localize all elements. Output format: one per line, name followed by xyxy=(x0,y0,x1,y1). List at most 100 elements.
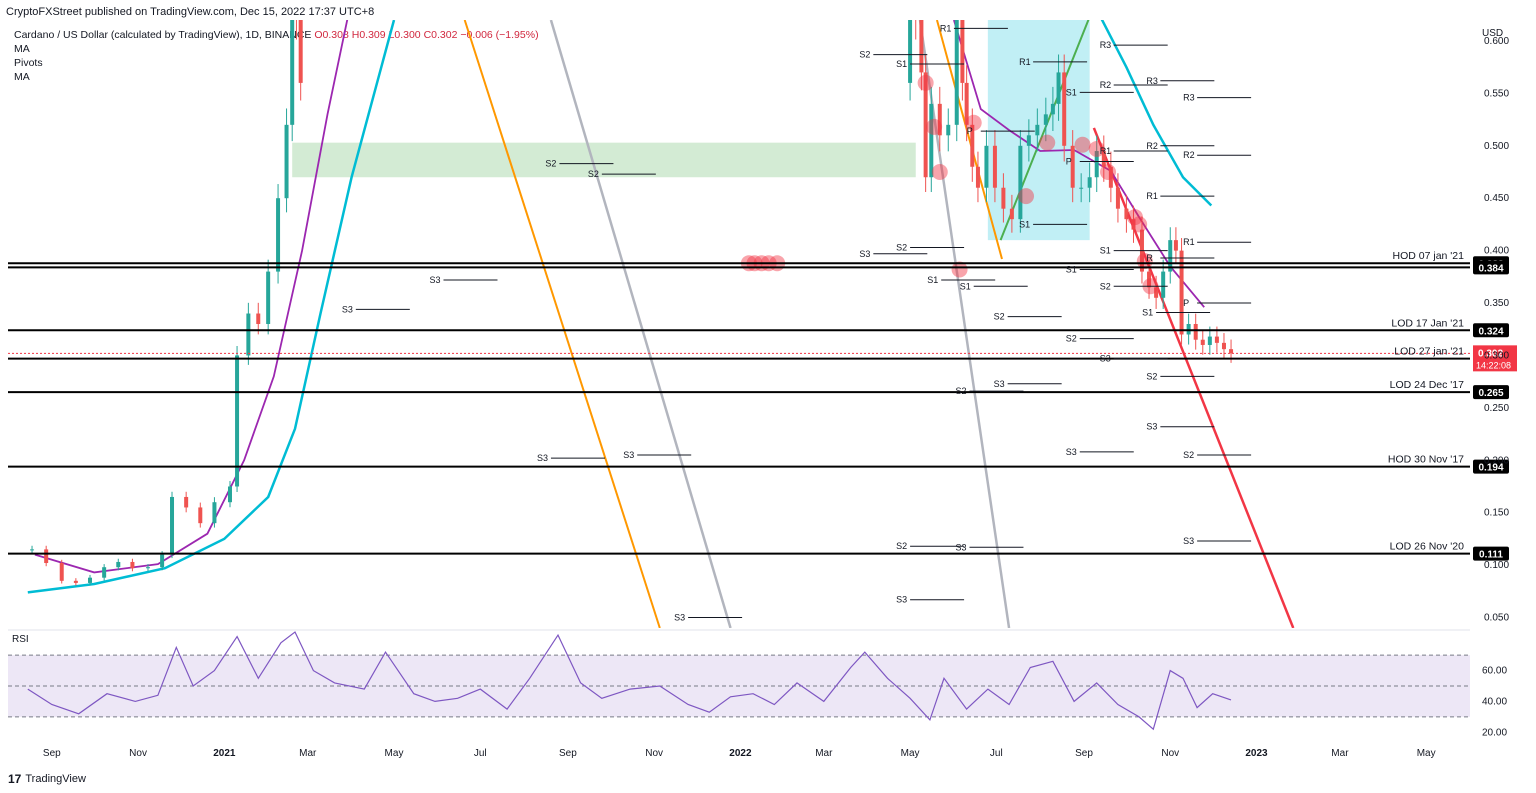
time-axis-tick: 2021 xyxy=(213,748,236,759)
level-label: HOD 07 jan '21 xyxy=(1393,250,1465,262)
legend-change: −0.006 (−1.95%) xyxy=(460,29,539,41)
pivot-label: P xyxy=(1066,157,1072,167)
candle-body xyxy=(1043,114,1048,125)
rsi-axis-tick: 60.00 xyxy=(1482,666,1507,677)
level-price-value: 0.384 xyxy=(1478,263,1503,274)
pivot-label: S2 xyxy=(1066,334,1077,344)
pivot-label: R3 xyxy=(1146,76,1158,86)
candle-body xyxy=(1221,342,1226,350)
level-price-tag-bg xyxy=(1473,459,1509,474)
highlight-marker xyxy=(1131,216,1148,233)
highlight-marker xyxy=(931,164,948,180)
price-axis-tick: 0.550 xyxy=(1484,88,1509,99)
rsi-title: RSI xyxy=(12,634,29,645)
highlight-marker xyxy=(1136,253,1153,270)
candle-body xyxy=(919,20,924,73)
time-axis-tick: 2022 xyxy=(729,748,752,759)
tradingview-brand[interactable]: 17 TradingView xyxy=(8,772,86,786)
pivot-label: S2 xyxy=(545,159,556,169)
pivot-label: R2 xyxy=(1183,150,1195,160)
candle-body xyxy=(1001,187,1006,209)
pivot-label: R1 xyxy=(1100,146,1112,156)
candle-body xyxy=(73,580,78,583)
pivot-label: S1 xyxy=(960,281,971,291)
candle-body xyxy=(984,145,989,188)
price-axis-tick: 0.350 xyxy=(1484,298,1509,309)
price-axis-tick: 0.400 xyxy=(1484,246,1509,257)
candle-body xyxy=(908,20,913,83)
price-axis-tick: 0.100 xyxy=(1484,560,1509,571)
pivot-label: S1 xyxy=(1019,219,1030,229)
time-axis-tick: Mar xyxy=(815,748,833,759)
candle-body xyxy=(266,271,271,324)
time-axis-tick: 2023 xyxy=(1245,748,1268,759)
time-axis-tick: May xyxy=(901,748,920,759)
time-axis-tick: Sep xyxy=(43,748,61,759)
candle-body xyxy=(946,124,951,136)
pivot-label: S3 xyxy=(1066,447,1077,457)
pivot-label: P xyxy=(967,126,973,136)
candle-body xyxy=(1009,208,1014,220)
pivot-label: S2 xyxy=(588,169,599,179)
candle-body xyxy=(937,103,942,136)
candle-body xyxy=(1173,240,1178,251)
candle-body xyxy=(1035,124,1040,136)
pivot-label: S2 xyxy=(896,541,907,551)
trendline-green xyxy=(999,20,1090,241)
candle-body xyxy=(212,502,217,524)
chart-legend: Cardano / US Dollar (calculated by Tradi… xyxy=(14,28,539,84)
moving-average-line-4 xyxy=(1100,20,1213,207)
candle-body xyxy=(1124,208,1129,220)
candle-body xyxy=(1154,287,1159,298)
legend-study-pivots[interactable]: Pivots xyxy=(14,57,43,69)
candle-body xyxy=(1050,103,1055,115)
level-price-tag: 0.324 xyxy=(1473,323,1509,338)
pivot-label: S3 xyxy=(896,595,907,605)
highlight-marker xyxy=(965,114,982,131)
pivot-label: S1 xyxy=(896,59,907,69)
candle-body xyxy=(1229,349,1234,354)
price-axis-tick: 0.250 xyxy=(1484,403,1509,414)
candle-body xyxy=(923,72,928,178)
candle-body xyxy=(992,145,997,188)
candle-body xyxy=(102,567,107,578)
price-axis-tick: 0.050 xyxy=(1484,613,1509,624)
bar-countdown: 14:22:08 xyxy=(1476,360,1511,370)
candle-body xyxy=(1193,324,1198,340)
candle-body xyxy=(298,20,303,83)
pivot-label: S2 xyxy=(994,312,1005,322)
candle-body xyxy=(290,20,295,125)
candle-body xyxy=(44,549,49,564)
candle-body xyxy=(1131,219,1136,230)
time-axis-tick: Mar xyxy=(1331,748,1349,759)
candle-body xyxy=(227,486,232,503)
pivot-label: S2 xyxy=(1146,371,1157,381)
level-price-tag-bg xyxy=(1473,385,1509,400)
candle-body xyxy=(1200,339,1205,345)
candle-body xyxy=(1168,240,1173,272)
candle-body xyxy=(130,561,135,569)
pivot-label: S3 xyxy=(994,379,1005,389)
time-axis-tick: Mar xyxy=(299,748,317,759)
price-axis-tick: 0.200 xyxy=(1484,455,1509,466)
pivot-label: R3 xyxy=(1183,93,1195,103)
candle-body xyxy=(284,124,289,199)
pivot-label: S1 xyxy=(1066,87,1077,97)
candle-body xyxy=(198,507,203,524)
candle-body xyxy=(970,124,975,167)
time-axis-tick: Nov xyxy=(1161,748,1179,759)
candle-body xyxy=(964,82,969,125)
pivot-label: S3 xyxy=(623,450,634,460)
pivot-label: S3 xyxy=(429,275,440,285)
legend-symbol-row[interactable]: Cardano / US Dollar (calculated by Tradi… xyxy=(14,28,539,42)
candle-body xyxy=(1179,250,1184,335)
legend-study-ma-1[interactable]: MA xyxy=(14,43,30,55)
candle-body xyxy=(1070,145,1075,188)
price-axis-tick: 0.300 xyxy=(1484,350,1509,361)
legend-study-ma-2[interactable]: MA xyxy=(14,71,30,83)
pivot-label: S3 xyxy=(537,453,548,463)
level-price-tag: 0.265 xyxy=(1473,385,1509,400)
pivot-label: S3 xyxy=(859,249,870,259)
price-axis-tick: 0.500 xyxy=(1484,141,1509,152)
